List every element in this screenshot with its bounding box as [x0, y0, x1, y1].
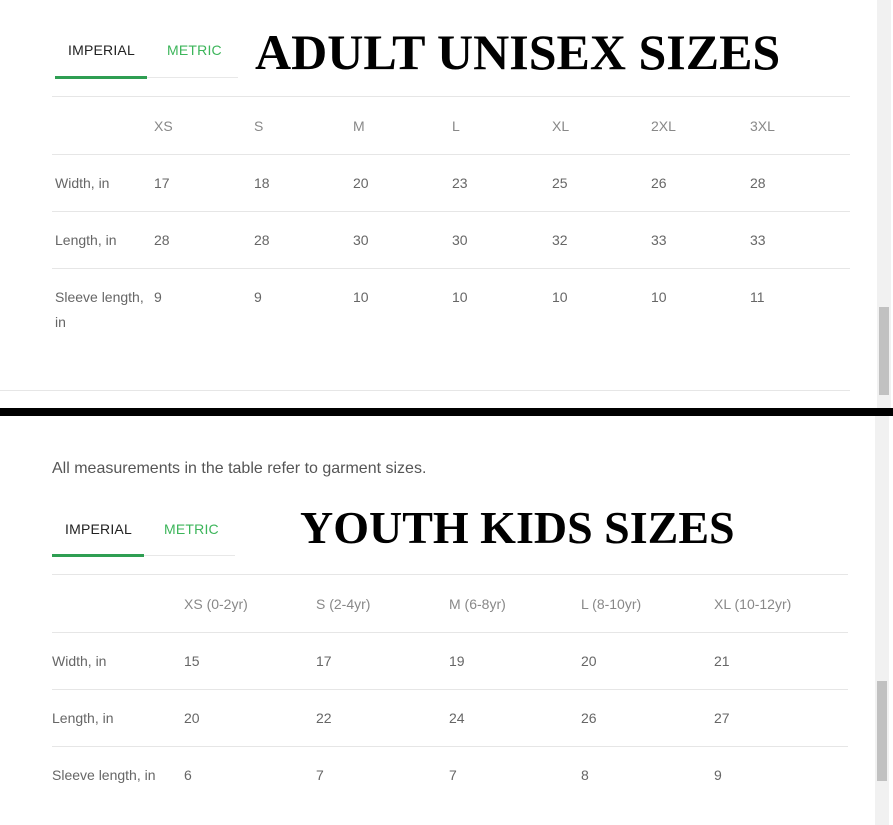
row-label: Width, in	[52, 653, 107, 669]
table-cell: 28	[254, 232, 270, 248]
scrollbar-thumb[interactable]	[879, 307, 889, 395]
table-cell: 20	[184, 710, 200, 726]
youth-sizes-title: YOUTH KIDS SIZES	[300, 502, 735, 553]
scrollbar[interactable]	[877, 0, 891, 408]
table-cell: 30	[452, 232, 468, 248]
column-header: M	[353, 118, 365, 134]
column-header: XS	[154, 118, 173, 134]
table-top-border	[52, 96, 850, 97]
row-divider	[52, 689, 848, 690]
tab-imperial[interactable]: IMPERIAL	[68, 42, 135, 58]
tab-metric[interactable]: METRIC	[164, 521, 219, 537]
row-divider	[52, 154, 850, 155]
table-cell: 20	[581, 653, 597, 669]
youth-size-panel: All measurements in the table refer to g…	[0, 416, 893, 825]
table-cell: 30	[353, 232, 369, 248]
table-cell: 18	[254, 175, 270, 191]
table-cell: 9	[714, 767, 722, 783]
table-cell: 6	[184, 767, 192, 783]
table-cell: 28	[154, 232, 170, 248]
table-cell: 10	[452, 289, 468, 305]
table-cell: 7	[449, 767, 457, 783]
adult-size-table: XS S M L XL 2XL 3XL Width, in 17 18 20 23 25 26 28 Leng…	[0, 0, 893, 400]
table-cell: 9	[254, 289, 262, 305]
column-header: 2XL	[651, 118, 676, 134]
table-cell: 17	[316, 653, 332, 669]
row-divider	[52, 746, 848, 747]
adult-sizes-title: ADULT UNISEX SIZES	[255, 24, 781, 80]
adult-size-panel: IMPERIAL METRIC ADULT UNISEX SIZES XS S M L…	[0, 0, 893, 408]
column-header: L (8-10yr)	[581, 596, 642, 612]
row-divider	[52, 632, 848, 633]
table-cell: 10	[552, 289, 568, 305]
row-label: Sleeve length, in	[55, 289, 144, 330]
table-cell: 27	[714, 710, 730, 726]
table-cell: 33	[651, 232, 667, 248]
table-cell: 26	[651, 175, 667, 191]
row-label: Length, in	[55, 232, 117, 248]
table-cell: 22	[316, 710, 332, 726]
tab-imperial[interactable]: IMPERIAL	[65, 521, 132, 537]
scrollbar-thumb[interactable]	[877, 681, 887, 781]
column-header: XS (0-2yr)	[184, 596, 248, 612]
row-divider	[52, 211, 850, 212]
scrollbar[interactable]	[875, 416, 889, 825]
measurement-note: All measurements in the table refer to g…	[52, 460, 427, 477]
table-cell: 20	[353, 175, 369, 191]
table-cell: 11	[750, 289, 765, 305]
table-cell: 17	[154, 175, 170, 191]
active-tab-underline	[52, 554, 144, 557]
table-cell: 8	[581, 767, 589, 783]
table-cell: 19	[449, 653, 465, 669]
tab-metric[interactable]: METRIC	[167, 42, 222, 58]
table-cell: 25	[552, 175, 568, 191]
table-cell: 10	[353, 289, 369, 305]
column-header: L	[452, 118, 460, 134]
table-cell: 9	[154, 289, 162, 305]
active-tab-underline	[55, 76, 147, 79]
column-header: XL (10-12yr)	[714, 596, 792, 612]
row-label: Sleeve length, in	[52, 767, 156, 783]
table-cell: 33	[750, 232, 766, 248]
divider-bar	[0, 408, 893, 416]
column-header: M (6-8yr)	[449, 596, 506, 612]
table-cell: 26	[581, 710, 597, 726]
table-cell: 10	[651, 289, 667, 305]
row-divider	[52, 268, 850, 269]
table-cell: 24	[449, 710, 465, 726]
table-cell: 7	[316, 767, 324, 783]
table-cell: 28	[750, 175, 766, 191]
table-cell: 23	[452, 175, 468, 191]
table-cell: 21	[714, 653, 730, 669]
row-label: Width, in	[55, 175, 110, 191]
column-header: S (2-4yr)	[316, 596, 371, 612]
youth-size-table: XS (0-2yr) S (2-4yr) M (6-8yr) L (8-10yr) XL…	[0, 416, 893, 816]
table-bottom-border	[0, 390, 850, 391]
column-header: 3XL	[750, 118, 775, 134]
table-top-border	[52, 574, 848, 575]
column-header: S	[254, 118, 264, 134]
row-label: Length, in	[52, 710, 114, 726]
table-cell: 32	[552, 232, 568, 248]
table-cell: 15	[184, 653, 200, 669]
column-header: XL	[552, 118, 570, 134]
